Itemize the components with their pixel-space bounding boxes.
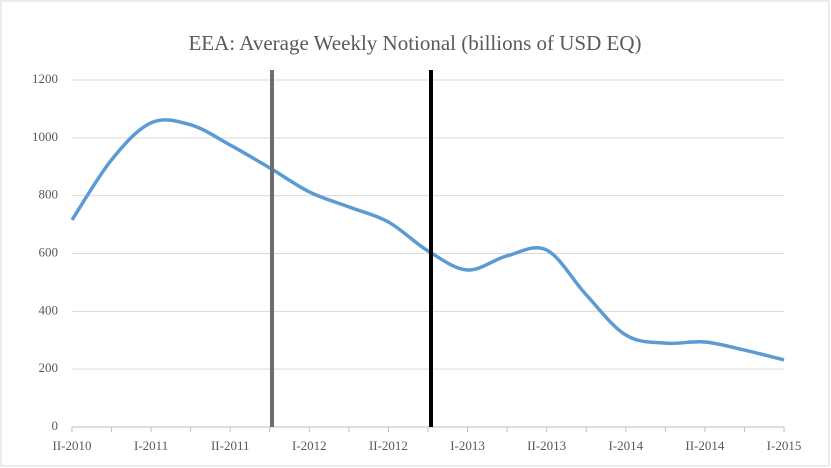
y-tick-label: 400 xyxy=(39,302,59,317)
x-tick-label: I-2012 xyxy=(292,438,327,453)
chart-title: EEA: Average Weekly Notional (billions o… xyxy=(188,31,641,55)
x-tick-label: II-2012 xyxy=(369,438,408,453)
x-tick-label: I-2014 xyxy=(608,438,643,453)
data-line xyxy=(70,118,785,362)
x-tick-label: I-2013 xyxy=(450,438,485,453)
y-tick-label: 600 xyxy=(39,244,59,259)
x-tick-label: II-2013 xyxy=(527,438,566,453)
x-tick-label: I-2011 xyxy=(134,438,168,453)
y-tick-label: 200 xyxy=(39,360,59,375)
y-tick-label: 1000 xyxy=(32,129,58,144)
grid xyxy=(72,79,784,428)
y-tick-label: 800 xyxy=(39,187,59,202)
y-tick-label: 1200 xyxy=(32,71,58,86)
x-tick-label: I-2015 xyxy=(767,438,802,453)
x-tick-label: II-2011 xyxy=(211,438,250,453)
x-tick-label: II-2014 xyxy=(685,438,724,453)
y-tick-label: 0 xyxy=(52,418,59,433)
x-tick-label: II-2010 xyxy=(53,438,92,453)
